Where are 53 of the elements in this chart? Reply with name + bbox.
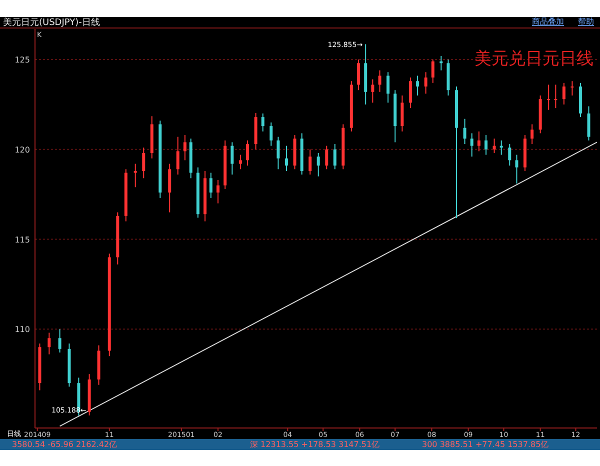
- candlestick: [246, 140, 250, 166]
- candlestick: [386, 72, 390, 104]
- candlestick: [284, 145, 288, 172]
- candlestick: [176, 136, 180, 176]
- text: 3580.54 -65.96 2162.42亿: [12, 440, 118, 449]
- text: 帮助: [578, 17, 594, 26]
- candlestick: [270, 122, 273, 146]
- text: 300 3885.51 +77.45 1537.85亿: [422, 440, 549, 449]
- candlestick: [470, 132, 474, 158]
- candlestick: [357, 59, 360, 91]
- candlestick: [48, 332, 51, 355]
- candlestick: [508, 144, 512, 166]
- y-tick-label: 120: [14, 145, 30, 154]
- candlestick: [530, 124, 534, 145]
- candlestick: [463, 118, 466, 145]
- text: 深 12313.55 +178.53 3147.51亿: [250, 440, 380, 449]
- candlestick: [587, 106, 590, 141]
- candlestick: [431, 59, 434, 84]
- candlestick: [58, 328, 62, 354]
- candlestick: [570, 80, 574, 96]
- candlestick: [276, 136, 280, 170]
- candlestick: [230, 142, 234, 176]
- candlestick: [216, 179, 220, 204]
- y-tick-label: 125: [14, 56, 30, 65]
- candlestick: [477, 130, 480, 152]
- candlestick: [183, 134, 186, 161]
- candlestick: [316, 152, 320, 177]
- candlestick: [408, 77, 412, 109]
- candlestick: [209, 172, 212, 198]
- candlestick: [371, 78, 374, 104]
- candlestick: [308, 148, 312, 176]
- candlestick: [424, 72, 428, 94]
- y-tick-label: 110: [14, 325, 30, 334]
- candlestick: [168, 163, 172, 213]
- text: 美元兑日元日线: [474, 49, 594, 69]
- chart-title: 美元日元(USDJPY)-日线: [3, 17, 100, 28]
- candlestick: [333, 144, 336, 170]
- candlestick: [238, 154, 242, 170]
- candlestick: [378, 70, 382, 92]
- candlestick: [515, 154, 518, 184]
- candlestick: [400, 95, 404, 132]
- candlestick: [484, 134, 488, 156]
- candlestick: [325, 145, 328, 170]
- candlestick: [261, 112, 264, 132]
- candlestick: [142, 147, 146, 179]
- candlestick: [554, 84, 558, 109]
- text: 商品叠加: [532, 17, 564, 26]
- candlestick: [416, 75, 420, 96]
- candlestick: [547, 84, 550, 110]
- candlestick: [492, 138, 496, 154]
- y-tick-label: 115: [14, 235, 30, 244]
- candlestick: [562, 82, 566, 105]
- candlestick: [134, 163, 137, 188]
